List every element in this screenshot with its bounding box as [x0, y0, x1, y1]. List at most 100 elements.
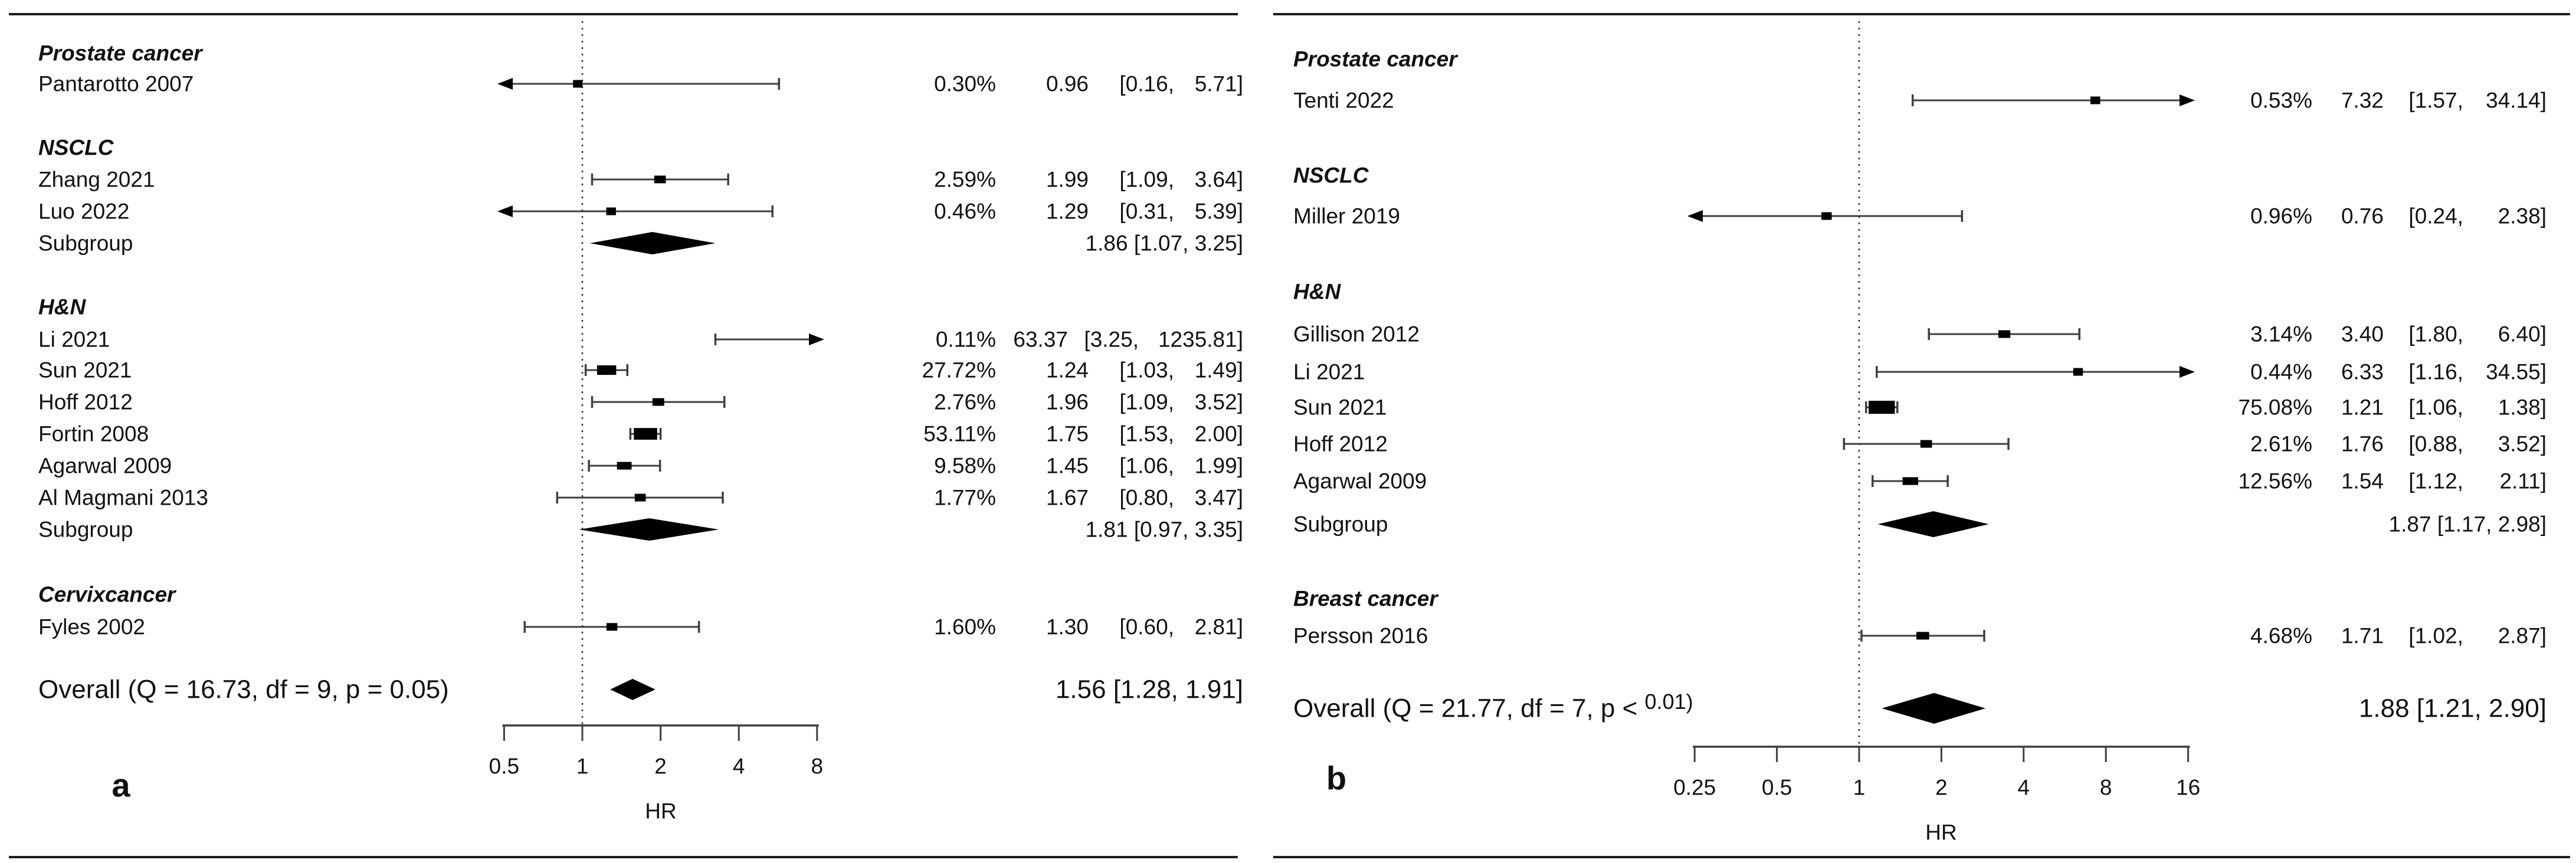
ci-upper-value: 3.64]	[1195, 168, 1243, 192]
ci-upper-value: 5.71]	[1195, 72, 1243, 96]
weight-value: 0.30%	[934, 72, 996, 96]
study-label: Pantarotto 2007	[38, 72, 194, 96]
overall-label: Overall (Q = 21.77, df = 7, p < 0.01)	[1293, 689, 1693, 723]
hr-point-box	[597, 365, 617, 375]
ci-cap-left	[591, 174, 594, 185]
hr-value: 1.76	[2341, 432, 2384, 456]
x-axis-tick-label: 8	[2100, 776, 2112, 800]
group-header: NSCLC	[38, 136, 114, 160]
study-label: Gillison 2012	[1293, 322, 1420, 346]
hr-value: 1.30	[1046, 615, 1089, 639]
weight-value: 4.68%	[2250, 624, 2312, 648]
study-label: Persson 2016	[1293, 624, 1428, 648]
ci-lower-value: [1.53,	[1119, 422, 1174, 446]
panel-letter: b	[1326, 760, 1346, 797]
overall-estimate: 1.88 [1.21, 2.90]	[2359, 694, 2546, 723]
ci-lower-value: [0.80,	[1119, 486, 1174, 510]
ci-cap-right	[771, 205, 774, 217]
hr-point-box	[1920, 440, 1932, 448]
ci-lower-value: [1.16,	[2408, 360, 2463, 384]
ci-upper-value: 6.40]	[2498, 322, 2546, 346]
ci-upper-value: 1.49]	[1195, 358, 1243, 383]
ci-lower-value: [0.60,	[1119, 615, 1174, 639]
overall-diamond	[1882, 693, 1986, 724]
hr-point-box	[573, 80, 583, 88]
subgroup-diamond	[579, 518, 719, 541]
study-label: Agarwal 2009	[1293, 469, 1427, 493]
subgroup-label: Subgroup	[38, 518, 133, 542]
x-axis-tick-label: 0.25	[1673, 776, 1716, 800]
group-header: H&N	[38, 295, 86, 319]
subgroup-diamond	[589, 232, 716, 254]
group-header: Prostate cancer	[38, 41, 204, 66]
ci-cap-right	[2007, 438, 2010, 450]
hr-value: 0.96	[1046, 72, 1089, 96]
study-label: Tenti 2022	[1293, 89, 1394, 113]
ci-lower-value: [1.02,	[2408, 624, 2463, 648]
ci-arrow-left	[1687, 210, 1703, 222]
hr-point-box	[2073, 368, 2083, 376]
hr-point-box	[617, 462, 632, 470]
x-axis-tick-label: 2	[1935, 776, 1948, 800]
ci-arrow-right	[809, 334, 824, 345]
ci-arrow-right	[2180, 366, 2195, 378]
x-axis-tick-label: 16	[2176, 776, 2200, 800]
weight-value: 2.76%	[934, 390, 996, 414]
weight-value: 0.96%	[2250, 204, 2312, 228]
hr-point-box	[606, 623, 618, 631]
hr-point-box	[1821, 212, 1832, 220]
hr-value: 1.24	[1046, 358, 1089, 383]
subgroup-label: Subgroup	[38, 231, 133, 256]
x-axis-tick-label: 1	[576, 754, 589, 779]
ci-lower-value: [1.09,	[1119, 168, 1174, 192]
ci-upper-value: 2.11]	[2499, 469, 2546, 493]
x-axis-title: HR	[645, 799, 676, 823]
hr-value: 1.67	[1046, 486, 1089, 510]
ci-cap-left	[588, 460, 590, 472]
ci-cap-left	[714, 334, 717, 345]
ci-cap-right	[626, 364, 629, 376]
weight-value: 1.60%	[934, 615, 996, 639]
hr-value: 1.96	[1046, 390, 1089, 414]
weight-value: 0.11%	[936, 328, 996, 352]
x-axis-tick-label: 0.5	[489, 754, 519, 779]
ci-lower-value: [1.06,	[2408, 395, 2463, 420]
ci-upper-value: 34.55]	[2486, 360, 2546, 384]
hr-point-box	[2090, 96, 2100, 104]
ci-upper-value: 1.99]	[1195, 454, 1243, 478]
hr-value: 1.54	[2341, 469, 2384, 493]
study-label: Miller 2019	[1293, 204, 1400, 228]
ci-upper-value: 3.52]	[2498, 432, 2546, 456]
study-label: Agarwal 2009	[38, 454, 172, 478]
hr-point-box	[634, 428, 657, 440]
ci-cap-left	[1928, 328, 1930, 340]
study-label: Hoff 2012	[1293, 432, 1388, 456]
hr-value: 6.33	[2341, 360, 2384, 384]
ci-cap-right	[659, 428, 662, 440]
subgroup-estimate: 1.81 [0.97, 3.35]	[1086, 518, 1243, 542]
hr-value: 63.37	[1013, 328, 1068, 352]
x-axis-tick-label: 1	[1853, 776, 1866, 800]
hr-point-box	[606, 207, 616, 215]
ci-cap-left	[591, 396, 594, 408]
group-header: Prostate cancer	[1293, 47, 1459, 71]
hr-value: 0.76	[2341, 204, 2384, 228]
ci-lower-value: [0.24,	[2408, 204, 2463, 228]
ci-cap-left	[1911, 94, 1914, 106]
weight-value: 0.44%	[2250, 360, 2312, 384]
group-header: NSCLC	[1293, 164, 1369, 188]
hr-point-box	[1998, 330, 2011, 338]
ci-lower-value: [1.57,	[2408, 89, 2463, 113]
hr-point-box	[654, 175, 666, 184]
ci-upper-value: 2.87]	[2498, 624, 2546, 648]
ci-cap-left	[1876, 366, 1878, 378]
forest-panel-b: 0.25 0.5 1 2 4 8 16 HR b Prostate cancer Tenti 202…	[1273, 13, 2570, 858]
ci-upper-value: 34.14]	[2486, 89, 2546, 113]
ci-cap-right	[727, 174, 729, 185]
weight-value: 27.72%	[922, 358, 997, 383]
subgroup-label: Subgroup	[1293, 512, 1388, 537]
ci-lower-value: [1.03,	[1119, 358, 1174, 383]
ci-lower-value: [1.80,	[2408, 322, 2463, 346]
ci-upper-value: 1235.81]	[1158, 328, 1243, 352]
ci-upper-value: 5.39]	[1195, 200, 1243, 224]
